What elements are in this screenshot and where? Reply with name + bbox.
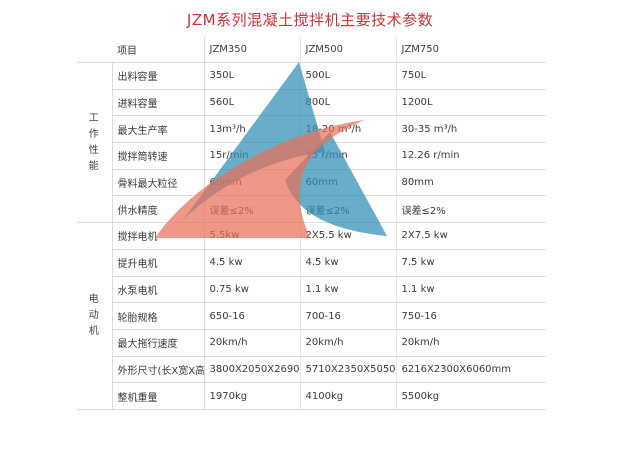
- cell-value: 0.75 kw: [204, 276, 301, 304]
- table-row: 整机重量 1970kg 4100kg 5500kg: [76, 382, 546, 410]
- group-performance: 工 作 性 能: [76, 62, 113, 224]
- cell-value: 误差≤2%: [204, 195, 301, 224]
- header-model: JZM750: [396, 36, 546, 63]
- cell-value: 5710X2350X5050mm: [300, 356, 397, 384]
- cell-value: 560L: [204, 89, 301, 117]
- cell-value: 2X7.5 kw: [396, 222, 546, 250]
- cell-value: 800L: [300, 89, 397, 117]
- cell-value: 4.5 kw: [204, 249, 301, 277]
- cell-value: 6216X2300X6060mm: [396, 356, 546, 384]
- table-row: 轮胎规格 650-16 700-16 750-16: [76, 302, 546, 330]
- cell-value: 20km/h: [204, 329, 301, 357]
- group-char: 工: [88, 112, 99, 124]
- table-header-row: 项目 JZM350 JZM500 JZM750: [76, 36, 546, 63]
- cell-value: 20km/h: [300, 329, 397, 357]
- cell-value: 4100kg: [300, 382, 397, 410]
- cell-value: 1200L: [396, 89, 546, 117]
- cell-value: 700-16: [300, 302, 397, 330]
- cell-value: 1970kg: [204, 382, 301, 410]
- row-label: 最大生产率: [112, 115, 205, 144]
- row-label: 整机重量: [112, 382, 205, 410]
- cell-value: 3800X2050X2690mm: [204, 356, 301, 384]
- cell-value: 误差≤2%: [300, 195, 397, 224]
- table-row: 骨料最大粒径 60mm 60mm 80mm: [76, 169, 546, 197]
- cell-value: 5500kg: [396, 382, 546, 410]
- cell-value: 15 r/min: [300, 142, 397, 170]
- cell-value: 7.5 kw: [396, 249, 546, 277]
- group-char: 机: [88, 326, 99, 338]
- cell-value: 12.26 r/min: [396, 142, 546, 170]
- row-label: 搅拌电机: [112, 222, 205, 250]
- group-char: 能: [88, 160, 99, 172]
- header-model: JZM350: [204, 36, 301, 63]
- group-electric: 电 动 机: [76, 222, 113, 410]
- row-label: 骨料最大粒径: [112, 169, 205, 197]
- cell-value: 650-16: [204, 302, 301, 330]
- row-label: 搅拌筒转速: [112, 142, 205, 170]
- row-label: 水泵电机: [112, 276, 205, 304]
- cell-value: 15r/min: [204, 142, 301, 170]
- row-label: 出料容量: [112, 62, 205, 90]
- spec-table-container: 项目 JZM350 JZM500 JZM750 工 作 性 能 出料容量 350…: [76, 36, 546, 436]
- cell-value: 750-16: [396, 302, 546, 330]
- cell-value: 2X5.5 kw: [300, 222, 397, 250]
- cell-value: 60mm: [300, 169, 397, 197]
- table-row: 提升电机 4.5 kw 4.5 kw 7.5 kw: [76, 249, 546, 277]
- table-row: 电 动 机 搅拌电机 5.5kw 2X5.5 kw 2X7.5 kw: [76, 222, 546, 410]
- cell-value: 20km/h: [396, 329, 546, 357]
- row-label: 轮胎规格: [112, 302, 205, 330]
- cell-value: 80mm: [396, 169, 546, 197]
- group-char: 电: [88, 294, 99, 306]
- row-label: 供水精度: [112, 195, 205, 224]
- spec-table: 项目 JZM350 JZM500 JZM750 工 作 性 能 出料容量 350…: [76, 36, 546, 410]
- cell-value: 60mm: [204, 169, 301, 197]
- header-item: 项目: [112, 36, 205, 63]
- cell-value: 误差≤2%: [396, 195, 546, 224]
- cell-value: 13m³/h: [204, 115, 301, 144]
- cell-value: 350L: [204, 62, 301, 90]
- group-char: 性: [88, 144, 99, 156]
- row-label: 提升电机: [112, 249, 205, 277]
- cell-value: 750L: [396, 62, 546, 90]
- page-title: JZM系列混凝土搅拌机主要技术参数: [186, 11, 434, 29]
- cell-value: 18-20 m³/h: [300, 115, 397, 144]
- table-row: 外形尺寸(长X宽X高) 3800X2050X2690mm 5710X2350X5…: [76, 356, 546, 384]
- table-row: 最大生产率 13m³/h 18-20 m³/h 30-35 m³/h: [76, 115, 546, 144]
- table-row: 进料容量 560L 800L 1200L: [76, 89, 546, 117]
- cell-value: 5.5kw: [204, 222, 301, 250]
- cell-value: 4.5 kw: [300, 249, 397, 277]
- cell-value: 1.1 kw: [300, 276, 397, 304]
- table-row: 水泵电机 0.75 kw 1.1 kw 1.1 kw: [76, 276, 546, 304]
- table-row: 工 作 性 能 出料容量 350L 500L 750L: [76, 62, 546, 224]
- cell-value: 1.1 kw: [396, 276, 546, 304]
- cell-value: 30-35 m³/h: [396, 115, 546, 144]
- cell-value: 500L: [300, 62, 397, 90]
- row-label: 最大拖行速度: [112, 329, 205, 357]
- table-row: 搅拌筒转速 15r/min 15 r/min 12.26 r/min: [76, 142, 546, 170]
- header-model: JZM500: [300, 36, 397, 63]
- header-empty: [76, 36, 112, 63]
- group-char: 动: [88, 310, 99, 322]
- group-char: 作: [88, 128, 99, 140]
- table-row: 最大拖行速度 20km/h 20km/h 20km/h: [76, 329, 546, 357]
- table-row: 供水精度 误差≤2% 误差≤2% 误差≤2%: [76, 195, 546, 224]
- row-label: 外形尺寸(长X宽X高): [112, 356, 205, 384]
- row-label: 进料容量: [112, 89, 205, 117]
